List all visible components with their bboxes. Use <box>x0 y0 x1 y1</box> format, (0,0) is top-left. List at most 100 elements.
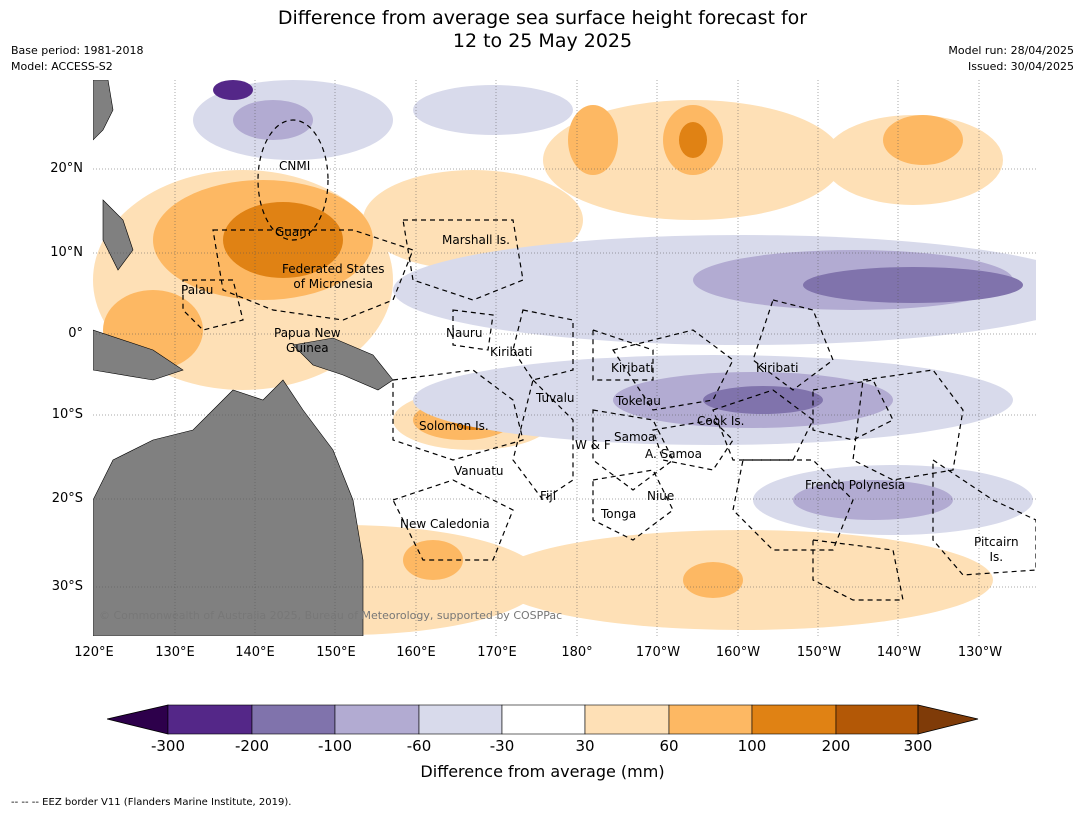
pos-anomaly-patch <box>683 562 743 598</box>
colorbar-tick: 100 <box>737 737 767 755</box>
colorbar-segment <box>418 704 503 735</box>
map-panel <box>93 80 1036 636</box>
lat-label-10n: 10°N <box>50 245 83 260</box>
copyright-note: © Commonwealth of Australia 2025, Bureau… <box>99 609 563 622</box>
australia-land <box>93 379 364 636</box>
lon-label: 160°E <box>396 645 436 660</box>
philippines-land <box>102 199 134 271</box>
eez-border <box>512 378 574 501</box>
new-guinea-land <box>292 337 394 391</box>
eez-border <box>652 419 734 471</box>
region-label-pitcairn: Pitcairn Is. <box>974 535 1019 565</box>
lon-label: 130°W <box>957 645 1003 660</box>
lat-label-0: 0° <box>68 326 83 341</box>
region-label-new-caledonia: New Caledonia <box>400 517 490 531</box>
colorbar-segment <box>584 704 670 735</box>
region-label-png-line1: Papua New <box>274 326 341 340</box>
eez-border <box>392 369 524 461</box>
eez-borders <box>182 119 1036 601</box>
issued-date: Issued: 30/04/2025 <box>967 60 1074 73</box>
pos-anomaly-patch <box>679 122 707 158</box>
neg-anomaly-patch <box>233 100 313 140</box>
region-label-tonga: Tonga <box>601 507 637 521</box>
region-label-kiribati-east: Kiribati <box>756 361 799 375</box>
lat-label-30s: 30°S <box>51 579 83 594</box>
region-label-kiribati-central: Kiribati <box>611 361 654 375</box>
eez-border <box>932 458 1036 576</box>
neg-anomaly-patch <box>803 267 1023 303</box>
lat-label-20s: 20°S <box>51 491 83 506</box>
lon-label: 150°W <box>796 645 842 660</box>
eez-border <box>212 229 414 321</box>
eez-border <box>612 329 734 411</box>
region-label-nauru: Nauru <box>446 326 483 340</box>
neg-anomaly-patch <box>413 85 573 135</box>
title-line-2: 12 to 25 May 2025 <box>452 30 633 52</box>
colorbar-segment <box>167 704 253 735</box>
meta-right: Model run: 28/04/2025 Issued: 30/04/2025 <box>948 43 1074 75</box>
lat-label-10s: 10°S <box>51 407 83 422</box>
lon-label: 120°E <box>74 645 114 660</box>
colorbar-title: Difference from average (mm) <box>420 762 665 781</box>
map-svg <box>93 80 1036 636</box>
colorbar-tick: 60 <box>659 737 679 755</box>
region-label-wf: W & F <box>575 438 611 452</box>
colorbar-tick: 200 <box>821 737 851 755</box>
region-label-marshall: Marshall Is. <box>442 233 510 247</box>
region-label-pitcairn-line2: Is. <box>989 550 1004 564</box>
eez-border <box>752 299 834 391</box>
region-label-tuvalu: Tuvalu <box>536 391 575 405</box>
region-label-palau: Palau <box>181 283 214 297</box>
colorbar-lower-extend <box>107 704 169 735</box>
eez-border <box>402 219 524 301</box>
base-period: Base period: 1981-2018 <box>11 44 144 57</box>
eez-border <box>812 379 894 441</box>
region-label-french-polynesia: French Polynesia <box>805 478 906 492</box>
lon-label: 170°E <box>477 645 517 660</box>
region-label-tokelau: Tokelau <box>616 394 661 408</box>
eez-border <box>452 309 494 351</box>
model-name: Model: ACCESS-S2 <box>11 60 113 73</box>
colorbar-segment <box>751 704 837 735</box>
indonesia-land <box>93 329 184 381</box>
pos-anomaly-patch <box>883 115 963 165</box>
eez-border <box>392 479 514 561</box>
eez-footnote: -- -- -- EEZ border V11 (Flanders Marine… <box>11 797 292 808</box>
region-label-cnmi: CNMI <box>279 159 311 173</box>
graticule <box>93 80 1036 636</box>
region-label-samoa: Samoa <box>614 430 656 444</box>
region-label-fsm: Federated States of Micronesia <box>282 262 384 292</box>
lon-label: 140°E <box>235 645 275 660</box>
region-label-fsm-line1: Federated States <box>282 262 385 276</box>
neg-anomaly-patch <box>703 386 823 414</box>
lon-label: 160°W <box>715 645 761 660</box>
region-label-fiji: Fiji <box>540 489 557 503</box>
model-run: Model run: 28/04/2025 <box>948 44 1074 57</box>
lon-label: 140°W <box>876 645 922 660</box>
chart-title: Difference from average sea surface heig… <box>0 7 1085 53</box>
region-label-pitcairn-line1: Pitcairn <box>974 535 1019 549</box>
eez-border <box>812 539 904 601</box>
eez-border <box>712 389 814 461</box>
colorbar-tick: -100 <box>317 737 353 755</box>
region-label-cook: Cook Is. <box>697 414 745 428</box>
region-label-guam: Guam <box>275 225 311 239</box>
asia-land <box>93 80 114 141</box>
meta-left: Base period: 1981-2018 Model: ACCESS-S2 <box>11 43 143 75</box>
colorbar-tick: -300 <box>150 737 186 755</box>
lat-label-20n: 20°N <box>50 161 83 176</box>
colorbar <box>107 704 979 735</box>
colorbar-tick: -30 <box>489 737 515 755</box>
lon-label: 130°E <box>155 645 195 660</box>
colorbar-segment <box>668 704 753 735</box>
neg-anomaly-patch <box>213 80 253 100</box>
region-label-png: Papua New Guinea <box>274 326 341 356</box>
colorbar-segment <box>835 704 919 735</box>
region-label-solomon: Solomon Is. <box>419 419 489 433</box>
colorbar-segment <box>251 704 336 735</box>
lon-label: 150°E <box>316 645 356 660</box>
lon-label: 170°W <box>635 645 681 660</box>
eez-border <box>852 369 964 481</box>
colorbar-segment <box>501 704 586 735</box>
pos-anomaly-patch <box>568 105 618 175</box>
